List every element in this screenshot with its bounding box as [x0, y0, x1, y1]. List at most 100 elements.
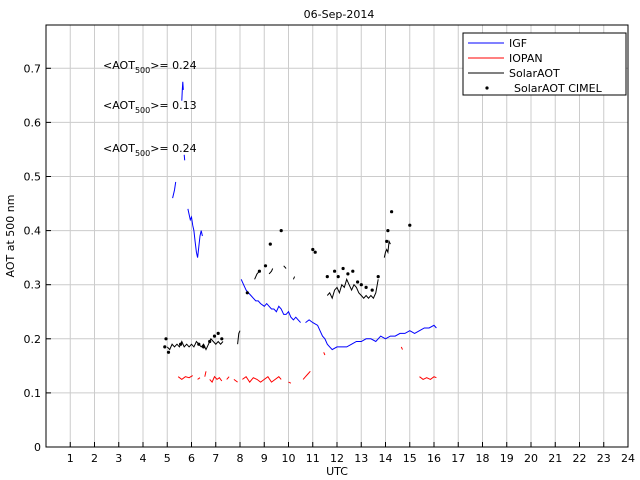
x-tick-label-11: 11 — [306, 452, 320, 465]
x-axis-label: UTC — [326, 465, 348, 478]
x-tick-label-17: 17 — [451, 452, 465, 465]
x-tick-label-9: 9 — [261, 452, 268, 465]
series-solaraot-cimel-point-25 — [364, 285, 368, 289]
series-solaraot-cimel-point-10 — [245, 291, 249, 295]
series-igf-segment-0 — [172, 181, 177, 199]
series-solaraot-cimel-point-8 — [216, 331, 220, 335]
series-iopan-segment-6 — [242, 375, 282, 383]
series-igf — [172, 81, 437, 351]
series-solaraot-cimel-point-6 — [208, 339, 212, 344]
series-iopan — [177, 346, 437, 384]
y-axis-ticks: 0 0.1 0.2 0.3 0.4 0.5 0.6 0.7 — [24, 62, 51, 454]
series-igf-segment-5 — [305, 319, 437, 351]
y-tick-label-0.5: 0.5 — [24, 170, 42, 183]
series-solaraot-cimel-point-19 — [336, 275, 340, 279]
series-iopan-segment-10 — [400, 346, 403, 350]
series-iopan-segment-2 — [204, 371, 207, 377]
x-tick-label-22: 22 — [573, 452, 587, 465]
x-tick-label-6: 6 — [188, 452, 195, 465]
series-solaraot-cimel-point-30 — [390, 210, 394, 214]
series-solaraot-cimel-point-22 — [351, 269, 355, 273]
series-iopan-segment-7 — [288, 381, 292, 384]
series-iopan-segment-8 — [302, 370, 311, 380]
series-iopan-segment-11 — [419, 376, 437, 380]
series-layer — [163, 81, 437, 384]
series-igf-segment-3 — [187, 208, 203, 258]
x-tick-label-2: 2 — [91, 452, 98, 465]
series-solaraot-cimel-point-12 — [263, 264, 268, 268]
series-solaraot-cimel-point-20 — [341, 266, 345, 271]
grid-lines — [46, 25, 629, 448]
y-tick-label-0.2: 0.2 — [24, 333, 42, 346]
series-solaraot-cimel-point-23 — [356, 280, 360, 284]
series-solaraot-cimel-point-13 — [268, 242, 272, 246]
series-iopan-segment-5 — [233, 378, 238, 383]
y-tick-label-0.7: 0.7 — [24, 62, 42, 75]
y-tick-label-0.1: 0.1 — [24, 387, 42, 400]
series-iopan-segment-9 — [323, 352, 326, 356]
series-solaraot-cimel-point-4 — [197, 342, 201, 346]
series-solaraot-segment-1 — [237, 330, 241, 345]
series-solaraot-cimel-point-15 — [311, 247, 315, 252]
legend-label-solaraot: SolarAOT — [509, 67, 560, 80]
series-iopan-segment-1 — [197, 377, 201, 380]
x-tick-label-13: 13 — [354, 452, 368, 465]
series-solaraot-cimel-point-5 — [202, 345, 206, 349]
series-solaraot-cimel-point-14 — [279, 229, 283, 233]
series-solaraot-cimel-point-29 — [386, 229, 390, 233]
x-tick-label-18: 18 — [476, 452, 490, 465]
series-solaraot — [166, 239, 391, 351]
series-igf-segment-4 — [240, 279, 301, 323]
series-iopan-segment-0 — [177, 375, 193, 381]
series-solaraot-cimel-point-3 — [179, 342, 183, 346]
series-solaraot-segment-0 — [166, 337, 224, 351]
series-solaraot-cimel-point-16 — [313, 250, 317, 254]
series-solaraot-cimel-point-21 — [346, 272, 350, 276]
series-solaraot-cimel-point-26 — [370, 288, 374, 292]
series-solaraot-cimel-point-2 — [166, 350, 171, 354]
legend: IGF IOPAN SolarAOT SolarAOT CIMEL — [462, 32, 627, 96]
series-solaraot-cimel-point-1 — [164, 337, 168, 341]
x-tick-label-4: 4 — [140, 452, 147, 465]
series-iopan-segment-4 — [226, 376, 230, 380]
y-tick-label-0.4: 0.4 — [24, 225, 42, 238]
y-axis-label: AOT at 500 nm — [4, 195, 17, 278]
series-solaraot-cimel-point-27 — [376, 275, 380, 279]
series-solaraot-cimel-point-9 — [220, 337, 224, 341]
series-iopan-segment-3 — [209, 375, 223, 384]
series-igf-segment-1 — [181, 81, 184, 101]
x-axis-ticks: 1 2 3 4 5 6 7 8 9 10 11 12 13 14 15 16 17 18 19 20 21 22 23 24 — [67, 442, 635, 465]
series-solaraot-cimel-point-24 — [359, 283, 363, 287]
x-tick-label-21: 21 — [548, 452, 562, 465]
annotation-aot-0: <AOT500>= 0.24 — [103, 59, 197, 75]
series-igf-segment-2 — [183, 154, 186, 161]
x-tick-label-3: 3 — [115, 452, 122, 465]
series-solaraot-cimel-point-7 — [212, 334, 217, 338]
annotation-aot-2: <AOT500>= 0.24 — [103, 142, 197, 158]
series-solaraot-cimel-point-31 — [408, 223, 412, 227]
x-tick-label-19: 19 — [500, 452, 514, 465]
y-tick-label-0: 0 — [34, 441, 41, 454]
x-tick-label-1: 1 — [67, 452, 74, 465]
x-tick-label-14: 14 — [379, 452, 393, 465]
x-tick-label-12: 12 — [330, 452, 344, 465]
y-tick-label-0.3: 0.3 — [24, 279, 42, 292]
series-solaraot-segment-4 — [283, 265, 287, 269]
annotations: <AOT500>= 0.24 <AOT500>= 0.13 <AOT500>= 0.… — [103, 59, 197, 158]
series-solaraot-segment-5 — [292, 276, 296, 280]
x-tick-label-5: 5 — [164, 452, 171, 465]
series-solaraot-cimel-point-11 — [257, 269, 261, 273]
series-solaraot-segment-3 — [268, 268, 274, 275]
series-solaraot-cimel-point-28 — [385, 239, 389, 243]
series-solaraot-segment-6 — [326, 277, 379, 300]
x-tick-label-16: 16 — [427, 452, 441, 465]
chart-title: 06-Sep-2014 — [304, 8, 375, 21]
legend-label-igf: IGF — [509, 37, 527, 50]
legend-label-iopan: IOPAN — [509, 52, 543, 65]
series-solaraot-cimel-point-18 — [333, 269, 337, 273]
series-solaraot-segment-7 — [383, 239, 391, 258]
series-solaraot-cimel — [163, 210, 412, 354]
x-tick-label-15: 15 — [403, 452, 417, 465]
x-tick-label-23: 23 — [597, 452, 611, 465]
